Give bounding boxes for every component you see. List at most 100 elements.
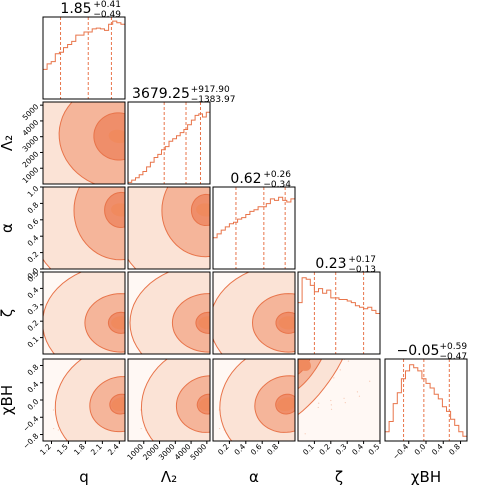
panel-chibh-vs-L2 — [127, 358, 211, 442]
y-axis-label-chibh: χBH — [0, 385, 16, 415]
title-plus-alpha: +0.26 — [263, 170, 291, 180]
panel-frame — [127, 271, 211, 355]
y-tick-label: 3000 — [21, 134, 41, 154]
y-tick-label: 2000 — [21, 149, 41, 169]
x-tick-label: 0.3 — [334, 442, 349, 457]
y-axis-label-zeta: ζ — [0, 309, 16, 317]
panel-L2-vs-L2: 3679.25 +917.90−1383.97 — [127, 85, 236, 185]
histogram-alpha — [212, 196, 296, 269]
y-tick-label: 0.3 — [26, 302, 41, 317]
x-tick-label: 0.0 — [413, 442, 428, 457]
panel-zeta-vs-q — [42, 271, 126, 355]
panel-frame — [127, 101, 211, 185]
histogram-chibh — [384, 364, 468, 441]
panel-frame — [297, 271, 381, 355]
y-tick-label: 0.0 — [26, 397, 41, 412]
title-minus-chibh: −0.47 — [440, 352, 468, 362]
y-tick-label: 0.4 — [26, 380, 41, 395]
panel-frame — [297, 358, 381, 442]
y-tick-label: 0.4 — [26, 233, 41, 248]
title-plus-chibh: +0.59 — [440, 342, 468, 352]
y-tick-label: 0.6 — [26, 217, 41, 232]
x-tick-label: −0.4 — [391, 442, 410, 461]
x-tick-label: 1.5 — [55, 442, 70, 457]
panel-alpha-vs-L2 — [127, 186, 211, 270]
y-tick-label: 4000 — [21, 118, 41, 138]
x-tick-label: 0.4 — [350, 442, 365, 457]
contour-peak — [278, 316, 295, 330]
x-tick-label: 2.1 — [89, 442, 104, 457]
y-tick-label: 1.0 — [26, 184, 41, 199]
panel-L2-vs-q — [42, 101, 126, 185]
contour-peak — [196, 203, 210, 217]
contour-level — [171, 293, 210, 353]
y-tick-label: 0.2 — [26, 318, 41, 333]
y-tick-label: 0.4 — [26, 285, 41, 300]
panel-alpha-vs-q — [42, 186, 126, 270]
contour-peak — [298, 359, 311, 371]
x-tick-label: 3000 — [157, 442, 177, 462]
panel-chibh-vs-alpha — [212, 358, 296, 442]
title-L2: 3679.25 — [132, 86, 190, 102]
contour-level — [175, 375, 210, 433]
x-axis-label-q: q — [79, 468, 89, 485]
panel-zeta-vs-L2 — [127, 271, 211, 355]
panel-frame — [42, 186, 126, 270]
x-tick-label: 0.4 — [232, 442, 247, 457]
y-tick-label: 0.1 — [26, 334, 41, 349]
x-tick-label: 0.2 — [216, 442, 231, 457]
x-tick-label: 5000 — [188, 442, 208, 462]
contour-peak — [198, 316, 210, 330]
x-axis-label-zeta: ζ — [335, 468, 343, 485]
contour-level — [89, 376, 125, 433]
x-axis-label-L2: Λ₂ — [161, 468, 177, 485]
title-zeta: 0.23 — [315, 256, 346, 272]
panel-frame — [212, 186, 296, 270]
histogram-q — [42, 20, 126, 99]
y-tick-label: 1000 — [21, 165, 41, 185]
x-tick-label: 0.4 — [430, 442, 445, 457]
contour-peak — [111, 203, 125, 217]
title-plus-zeta: +0.17 — [348, 255, 376, 265]
y-axis-label-L2: Λ₂ — [0, 135, 16, 151]
y-tick-label: −0.4 — [21, 414, 40, 433]
y-axis-label-alpha: α — [0, 223, 16, 233]
panel-chibh-vs-q — [42, 358, 126, 442]
x-tick-label: 1.2 — [38, 442, 53, 457]
panel-alpha-vs-alpha: 0.62 +0.26−0.34 — [212, 170, 296, 270]
panel-frame — [42, 271, 126, 355]
panel-q-vs-q: 1.85 +0.41−0.49 — [42, 0, 126, 100]
x-tick-label: 1000 — [125, 442, 145, 462]
panel-frame — [42, 101, 126, 185]
contour-peak — [111, 397, 125, 411]
contour-peak — [277, 397, 295, 411]
panel-chibh-vs-zeta — [297, 358, 381, 442]
panel-chibh-vs-chibh: −0.05 +0.59−0.47 — [384, 342, 468, 442]
x-tick-label: 0.2 — [317, 442, 332, 457]
contour-peak — [108, 129, 125, 144]
y-tick-label: −0.8 — [21, 431, 40, 450]
y-tick-label: 0.8 — [26, 362, 41, 377]
x-tick-label: 2.4 — [106, 442, 121, 457]
histogram-L2 — [127, 111, 211, 184]
contour-peak — [198, 397, 210, 411]
x-tick-label: 1.8 — [72, 442, 87, 457]
panel-frame — [127, 186, 211, 270]
x-tick-label: 2000 — [141, 442, 161, 462]
title-minus-q: −0.49 — [93, 10, 121, 20]
x-axis-label-alpha: α — [249, 468, 259, 485]
x-axis-label-chibh: χBH — [411, 468, 441, 485]
contour-level — [84, 293, 125, 353]
title-chibh: −0.05 — [397, 343, 440, 359]
x-tick-label: 0.8 — [447, 442, 462, 457]
y-tick-label: 0.2 — [26, 249, 41, 264]
title-minus-L2: −1383.97 — [191, 95, 236, 105]
title-plus-q: +0.41 — [93, 0, 121, 10]
histogram-zeta — [297, 277, 381, 354]
x-tick-label: 0.5 — [367, 442, 382, 457]
panel-zeta-vs-alpha — [212, 271, 296, 355]
panel-frame — [212, 358, 296, 442]
panel-zeta-vs-zeta: 0.23 +0.17−0.13 — [297, 255, 381, 355]
panel-frame — [212, 271, 296, 355]
contour-level — [254, 375, 295, 433]
